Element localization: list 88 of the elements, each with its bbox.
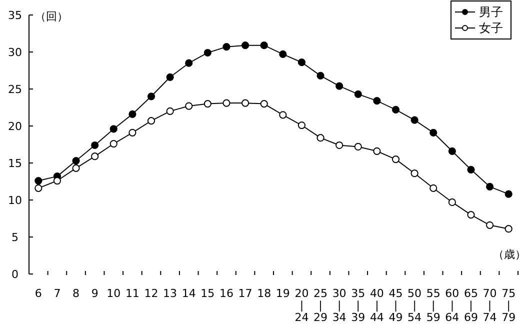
y-tick-label: 25	[8, 83, 22, 96]
point	[316, 134, 324, 142]
point	[185, 102, 193, 110]
point	[110, 140, 118, 148]
point	[430, 128, 438, 136]
point	[147, 117, 156, 125]
legend-label: 女子	[479, 21, 503, 35]
point	[316, 72, 324, 80]
point	[504, 190, 512, 198]
y-axis-title: （回）	[35, 10, 68, 23]
point	[128, 110, 136, 118]
point	[166, 73, 174, 81]
y-tick-label: 5	[12, 231, 18, 244]
y-tick-label: 15	[8, 157, 22, 170]
point	[110, 125, 118, 133]
point	[34, 176, 42, 185]
point	[354, 142, 362, 151]
point	[279, 50, 287, 58]
point	[260, 42, 268, 50]
point	[298, 121, 306, 130]
point	[185, 59, 193, 67]
point	[91, 152, 99, 160]
point	[354, 90, 362, 98]
x-tick-label: 14	[182, 287, 196, 300]
point	[373, 97, 381, 105]
x-tick-label: 19	[276, 287, 290, 300]
point	[430, 184, 438, 192]
point	[222, 43, 230, 51]
x-tick-label: 75 | 79	[502, 287, 516, 324]
y-tick-label: 20	[8, 120, 22, 133]
legend-label: 男子	[479, 5, 503, 19]
x-tick-label: 40 | 44	[370, 287, 384, 324]
y-tick-label: 0	[12, 268, 18, 281]
x-tick-label: 70 | 74	[482, 287, 497, 324]
x-tick-label: 30 | 34	[332, 287, 346, 324]
x-tick-label: 55 | 59	[426, 287, 440, 324]
x-tick-label: 16	[219, 287, 234, 300]
point	[336, 82, 344, 90]
x-tick-label: 7	[54, 287, 61, 300]
x-tick-label: 9	[91, 287, 98, 300]
x-tick-label: 13	[163, 287, 178, 300]
point	[336, 141, 344, 150]
point	[72, 164, 80, 172]
x-tick-label: 45 | 49	[388, 287, 403, 324]
point	[467, 211, 475, 219]
point	[298, 58, 306, 66]
x-tick-label: 12	[144, 287, 158, 300]
point	[448, 147, 456, 155]
point	[91, 141, 99, 150]
point	[241, 42, 250, 50]
y-tick-label: 30	[8, 46, 22, 59]
point	[222, 99, 230, 107]
point	[410, 170, 418, 178]
point	[486, 182, 494, 190]
x-tick-label: 50 | 54	[408, 287, 422, 324]
point	[392, 106, 400, 114]
y-tick-label: 10	[8, 194, 22, 207]
x-tick-label: 18	[257, 287, 272, 300]
x-tick-label: 10	[106, 287, 121, 300]
point	[504, 225, 512, 233]
point	[128, 128, 136, 136]
x-tick-label: 65 | 69	[464, 287, 478, 324]
point	[260, 100, 268, 108]
x-tick-label: 6	[34, 287, 42, 300]
point	[410, 116, 418, 124]
y-tick-label: 35	[8, 9, 22, 22]
x-tick-label: 20 | 24	[294, 287, 309, 324]
point	[147, 92, 156, 100]
point	[279, 111, 287, 119]
x-tick-label: 11	[125, 287, 140, 300]
point	[392, 156, 400, 164]
x-axis-title: （歳）	[493, 248, 526, 261]
point	[448, 198, 456, 206]
x-tick-label: 17	[238, 287, 252, 300]
x-tick-label: 35 | 39	[351, 287, 366, 324]
point	[373, 147, 381, 155]
point	[467, 166, 475, 174]
point	[166, 107, 174, 115]
point	[204, 100, 212, 108]
x-tick-label: 60 | 64	[445, 287, 460, 324]
point	[34, 184, 42, 192]
point	[486, 221, 494, 229]
x-tick-label: 15	[200, 287, 215, 300]
x-tick-label: 25 | 29	[314, 287, 328, 324]
point	[72, 156, 80, 165]
x-tick-label: 8	[72, 287, 80, 300]
point	[241, 99, 250, 107]
point	[204, 48, 212, 57]
